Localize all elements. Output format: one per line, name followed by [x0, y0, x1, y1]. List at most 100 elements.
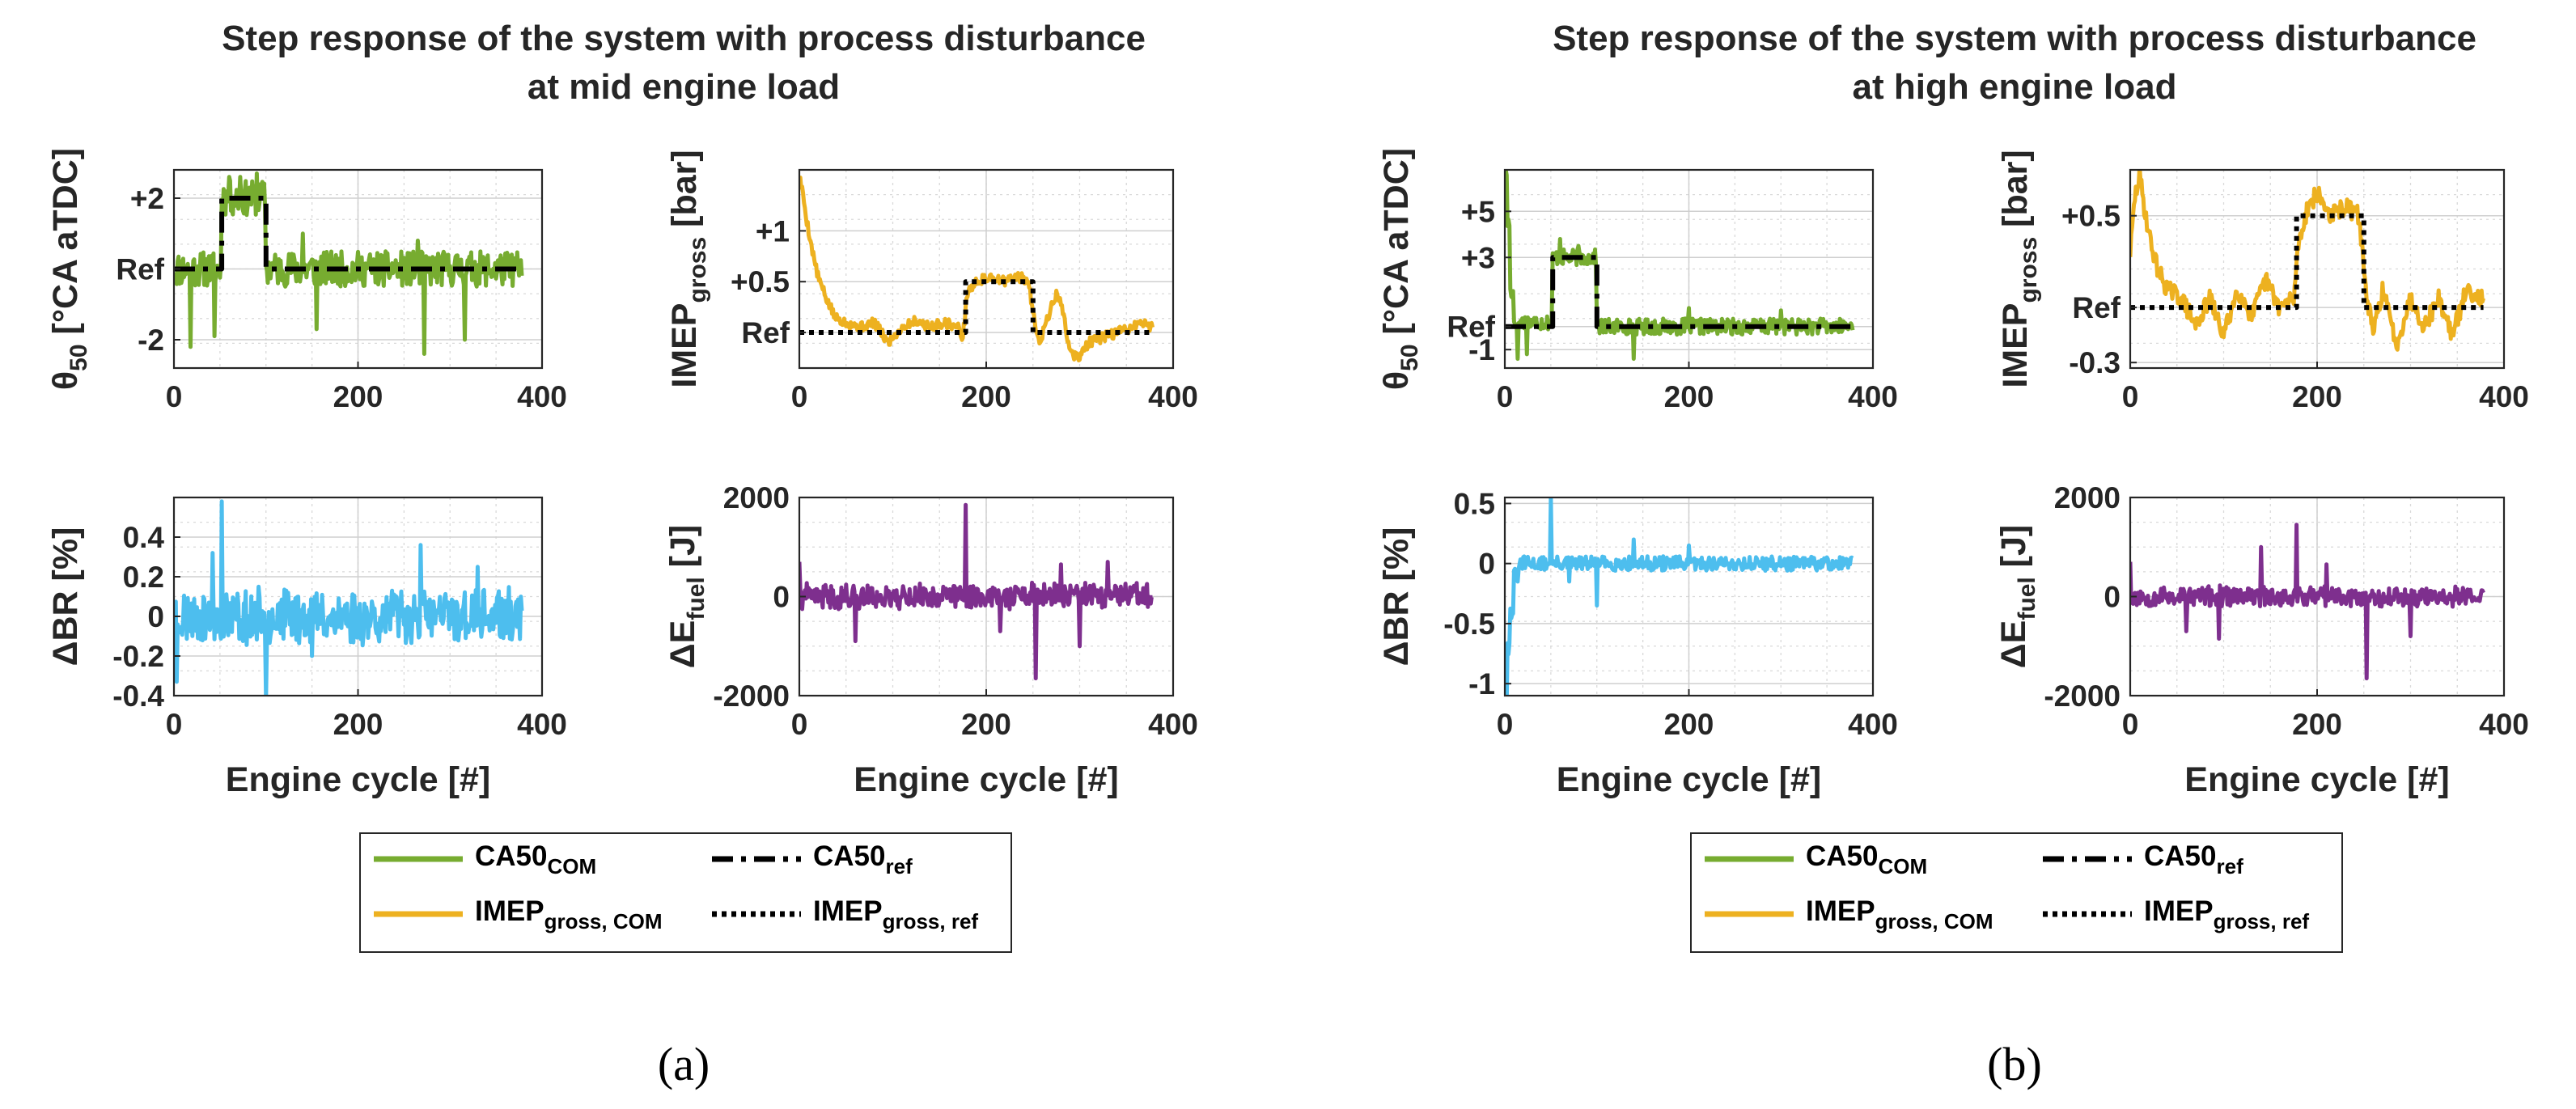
chart-b-br: 0 200 400 -1 -0.5 0 0.5 ΔBR [%] Engine cycle [#] — [1377, 487, 1898, 799]
panel-a-caption: (a) — [658, 1038, 710, 1090]
legend-a: CA50COM CA50ref IMEPgross, COM IMEPgross, r… — [359, 832, 1012, 953]
y-tick-label: -2000 — [2044, 679, 2121, 713]
y-axis-label: θ50 [°CA aTDC] — [46, 148, 92, 390]
y-tick-label: -0.4 — [112, 679, 164, 713]
legend-label-0: CA50COM — [1806, 840, 1927, 878]
series-group — [1505, 497, 1854, 696]
y-tick-label: 0 — [1478, 548, 1495, 581]
series-delta_BR — [1505, 497, 1854, 696]
series-IMEP_gross_COM — [2130, 170, 2485, 352]
series-CA50_COM — [1505, 170, 1855, 362]
x-tick-label: 400 — [1848, 708, 1898, 741]
legend-box — [1690, 832, 2343, 953]
y-tick-label: 0.2 — [123, 561, 164, 594]
series-group — [799, 176, 1155, 362]
x-tick-label: 200 — [2292, 380, 2342, 413]
series-CA50_COM — [174, 171, 524, 356]
grid — [1504, 170, 1874, 368]
y-tick-label: +0.5 — [731, 265, 790, 298]
grid — [173, 497, 543, 696]
y-tick-label: Ref — [116, 253, 164, 286]
y-tick-label: 0.5 — [1454, 487, 1495, 520]
grid — [1504, 497, 1874, 696]
x-tick-label: 0 — [1497, 380, 1514, 413]
x-tick-label: 400 — [517, 708, 567, 741]
legend-label-1: CA50ref — [2144, 840, 2243, 878]
series-group — [2130, 523, 2485, 681]
y-tick-label: -2 — [138, 324, 164, 357]
legend-box — [359, 832, 1012, 953]
y-tick-label: 2000 — [2054, 481, 2121, 514]
x-tick-label: 0 — [2122, 708, 2139, 741]
panel-b-title-line-1: at high engine load — [1853, 67, 2177, 107]
panel-b-title-line-0: Step response of the system with process… — [1553, 19, 2476, 58]
series-IMEP_gross_COM — [799, 176, 1155, 362]
y-tick-label: +2 — [130, 182, 164, 215]
series-group — [2130, 170, 2485, 352]
y-tick-label: -0.3 — [2069, 346, 2121, 379]
y-tick-label: 0 — [2104, 581, 2121, 614]
x-tick-label: 200 — [1664, 380, 1714, 413]
x-tick-label: 0 — [166, 380, 183, 413]
legend-label-0: CA50COM — [475, 840, 596, 878]
legend-b: CA50COM CA50ref IMEPgross, COM IMEPgross, r… — [1690, 832, 2343, 953]
panel-b-caption: (b) — [1987, 1038, 2042, 1090]
x-tick-label: 400 — [1148, 708, 1198, 741]
y-axis-label: ΔEfuel [J] — [1994, 525, 2040, 668]
chart-a-br: 0 200 400 -0.4 -0.2 0 0.2 0.4 ΔBR [%] Engine cycl… — [46, 496, 567, 799]
y-tick-label: 0 — [147, 600, 164, 633]
x-tick-label: 0 — [791, 708, 808, 741]
series-CA50_ref — [1505, 255, 1853, 329]
series-group — [174, 499, 524, 696]
x-tick-label: 0 — [1497, 708, 1514, 741]
legend-label-3: IMEPgross, ref — [2144, 895, 2309, 933]
x-axis-label: Engine cycle [#] — [854, 760, 1118, 799]
series-IMEP_gross_ref — [2130, 213, 2484, 311]
x-tick-label: 0 — [791, 380, 808, 413]
x-tick-label: 400 — [2479, 708, 2529, 741]
grid — [799, 170, 1174, 368]
panel-a-title-line-1: at mid engine load — [527, 67, 840, 107]
x-tick-label: 200 — [961, 708, 1011, 741]
series-group — [799, 502, 1154, 681]
series-IMEP_gross_ref — [799, 279, 1153, 335]
series-CA50_ref — [174, 196, 522, 272]
x-tick-label: 400 — [1848, 380, 1898, 413]
y-tick-label: 2000 — [723, 481, 790, 514]
x-tick-label: 0 — [166, 708, 183, 741]
x-tick-label: 400 — [2479, 380, 2529, 413]
x-tick-label: 0 — [2122, 380, 2139, 413]
chart-b-imep: 0 200 400 -0.3 Ref +0.5 IMEPgross [bar] — [1996, 150, 2529, 413]
x-tick-label: 400 — [1148, 380, 1198, 413]
series-delta_E_fuel — [2130, 523, 2485, 681]
x-tick-label: 400 — [517, 380, 567, 413]
legend-label-1: CA50ref — [813, 840, 913, 878]
y-tick-label: +5 — [1461, 195, 1495, 228]
x-tick-label: 200 — [961, 380, 1011, 413]
y-tick-label: +0.5 — [2061, 200, 2121, 233]
y-tick-label: -1 — [1468, 667, 1495, 701]
y-axis-label: ΔBR [%] — [1377, 527, 1416, 667]
panel-a-title-line-0: Step response of the system with process… — [222, 19, 1146, 58]
legend-label-3: IMEPgross, ref — [813, 895, 978, 933]
y-tick-label: +3 — [1461, 241, 1495, 274]
y-axis-label: IMEPgross [bar] — [665, 150, 711, 387]
legend-label-2: IMEPgross, COM — [475, 895, 663, 933]
y-tick-label: -0.2 — [112, 640, 164, 673]
y-tick-label: -2000 — [713, 679, 790, 713]
y-tick-label: Ref — [1447, 311, 1495, 344]
chart-a-imep: 0 200 400 Ref +0.5 +1 IMEPgross [bar] — [665, 150, 1198, 413]
y-axis-label: ΔBR [%] — [46, 527, 85, 667]
y-tick-label: Ref — [741, 316, 790, 349]
y-axis-label: ΔEfuel [J] — [663, 525, 710, 668]
y-tick-label: -1 — [1468, 333, 1495, 366]
series-delta_BR — [174, 499, 524, 696]
x-tick-label: 200 — [333, 380, 383, 413]
x-axis-label: Engine cycle [#] — [1557, 760, 1821, 799]
y-axis-label: θ50 [°CA aTDC] — [1377, 148, 1423, 390]
series-group — [1505, 170, 1855, 362]
